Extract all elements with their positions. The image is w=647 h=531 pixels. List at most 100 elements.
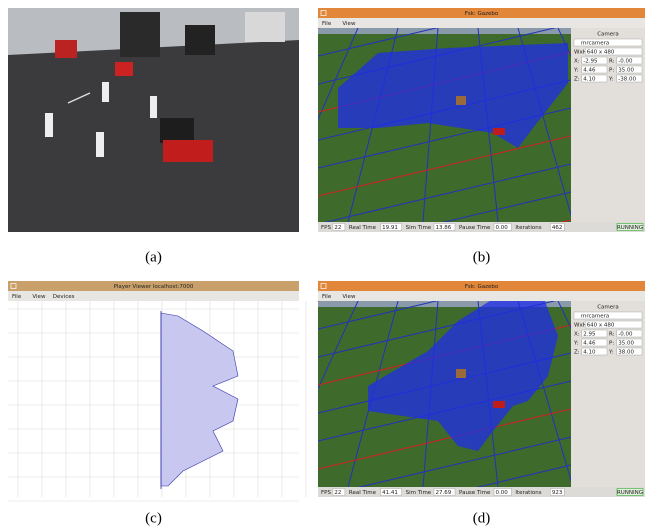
field-value: 35.00 xyxy=(618,67,634,73)
status-value: 22 xyxy=(334,225,341,231)
field-label: P: xyxy=(609,67,614,73)
caption: (d) xyxy=(473,510,491,526)
field-value: 640 x 480 xyxy=(587,49,615,55)
grid-line xyxy=(467,464,571,489)
field-label: Z: xyxy=(574,76,580,82)
field-value: 4.10 xyxy=(583,76,596,82)
status-bar xyxy=(318,487,645,497)
sky xyxy=(318,28,571,34)
sky xyxy=(318,301,571,307)
state-box xyxy=(616,488,644,496)
field-box xyxy=(616,74,643,83)
grid-line xyxy=(318,301,439,330)
field-value: -0.00 xyxy=(618,331,633,337)
field-value: 4.10 xyxy=(583,349,596,355)
status-label: Pause Time xyxy=(459,225,491,231)
status-label: FPS xyxy=(321,490,331,496)
status-label: Sim Time xyxy=(406,225,432,231)
panel-heading: Camera xyxy=(597,305,619,311)
status-box xyxy=(380,488,402,496)
menu-item: File xyxy=(322,294,332,300)
window-title: Player Viewer localhost:7000 xyxy=(114,284,194,290)
field-value: 4.46 xyxy=(583,340,596,346)
status-box xyxy=(550,488,565,496)
menu-bar xyxy=(318,18,645,28)
menu-item: View xyxy=(342,21,356,27)
grid-line xyxy=(318,28,359,121)
field-label: Y: xyxy=(608,76,614,82)
menu-item: View xyxy=(342,294,356,300)
status-label: Sim Time xyxy=(406,490,432,496)
state-box xyxy=(616,223,644,231)
field-box xyxy=(616,65,643,74)
status-label: Real Time xyxy=(349,225,377,231)
panel-heading: Camera xyxy=(597,32,619,38)
field-label: R: xyxy=(609,58,615,64)
field-value: -2.95 xyxy=(583,58,598,64)
status-box xyxy=(550,223,565,231)
caption: (b) xyxy=(473,249,491,265)
menu-item: Devices xyxy=(53,294,75,300)
field-label: Y: xyxy=(573,340,579,346)
laser-scan xyxy=(160,312,239,487)
menu-bar xyxy=(318,291,645,301)
grid-line xyxy=(318,135,571,197)
caption: (a) xyxy=(145,249,162,265)
canvas xyxy=(8,301,299,497)
field-box xyxy=(616,56,643,65)
menu-item: File xyxy=(322,21,332,27)
status-value: 27.69 xyxy=(436,490,452,496)
field-value: 640 x 480 xyxy=(587,322,615,328)
grid-line xyxy=(318,28,439,57)
close-icon xyxy=(320,10,327,16)
field-box xyxy=(616,338,643,347)
field-box xyxy=(616,329,643,338)
status-box xyxy=(332,488,346,496)
field-label: X: xyxy=(574,331,580,337)
field-label: Y: xyxy=(608,349,614,355)
grid-line xyxy=(442,191,571,222)
status-value: 923 xyxy=(552,490,563,496)
status-box xyxy=(493,223,512,231)
field-box xyxy=(585,320,643,329)
field-box xyxy=(581,74,608,83)
scene-view xyxy=(318,28,571,222)
field-label: R: xyxy=(609,331,615,337)
status-value: 0.00 xyxy=(496,490,509,496)
status-label: Real Time xyxy=(349,490,377,496)
field-box xyxy=(581,56,608,65)
title-bar xyxy=(8,281,299,291)
field-box xyxy=(581,347,608,356)
field-value: 4.46 xyxy=(583,67,596,73)
status-label: Pause Time xyxy=(459,490,491,496)
window-title: Fsk: Gazebo xyxy=(465,11,499,17)
field-box xyxy=(581,329,608,338)
name-box xyxy=(573,311,643,320)
name-box xyxy=(573,38,643,47)
scene-view xyxy=(318,301,571,489)
robot xyxy=(493,128,505,135)
laser-scan xyxy=(338,43,568,148)
field-value: 35.00 xyxy=(618,340,634,346)
field-label: X: xyxy=(574,58,580,64)
status-box xyxy=(493,488,512,496)
grid-line xyxy=(318,408,571,470)
status-value: 22 xyxy=(334,490,341,496)
box-object xyxy=(456,369,466,378)
camera-name: mrcamera xyxy=(581,40,609,46)
field-value: -0.00 xyxy=(618,58,633,64)
status-box xyxy=(433,488,456,496)
robot xyxy=(493,401,505,408)
status-value: 0.00 xyxy=(496,225,509,231)
title-bar xyxy=(318,8,645,18)
field-value: 2.95 xyxy=(583,331,596,337)
status-bar xyxy=(318,222,645,232)
field-label: Z: xyxy=(574,349,580,355)
menu-item: File xyxy=(12,294,22,300)
field-box xyxy=(616,347,643,356)
field-value: -38.00 xyxy=(618,76,636,82)
status-value: 19.91 xyxy=(382,225,398,231)
camera-name: mrcamera xyxy=(581,313,609,319)
status-box xyxy=(380,223,402,231)
status-value: 13.86 xyxy=(436,225,452,231)
